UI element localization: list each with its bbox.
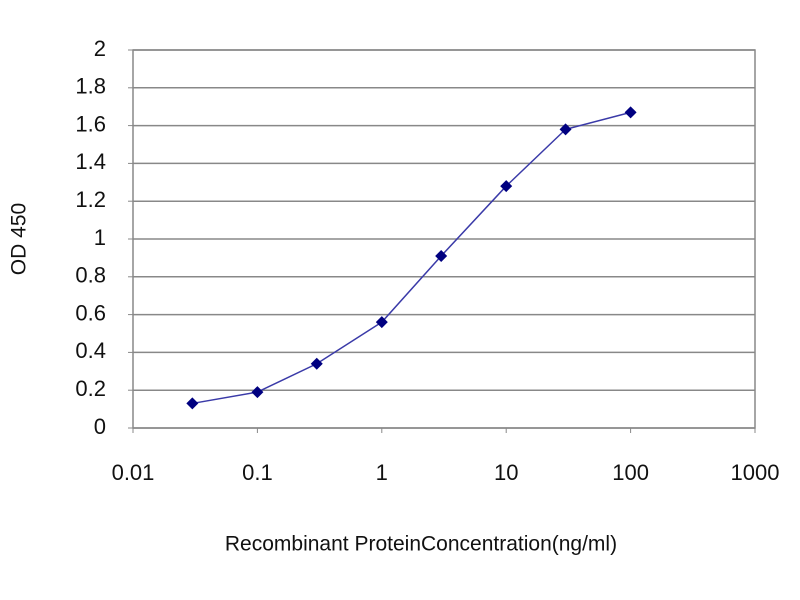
data-point [251, 386, 264, 399]
x-tick-label: 100 [612, 460, 649, 485]
y-tick-label: 1 [94, 225, 106, 250]
y-tick-label: 0.4 [75, 338, 106, 363]
data-point [375, 316, 388, 329]
data-point [559, 123, 572, 136]
data-point [186, 397, 199, 410]
y-tick-label: 0.6 [75, 300, 106, 325]
y-tick-label: 0.8 [75, 263, 106, 288]
y-tick-label: 0 [94, 414, 106, 439]
y-tick-label: 1.2 [75, 187, 106, 212]
y-axis-label: OD 450 [8, 203, 31, 275]
data-line [192, 111, 631, 405]
data-point [500, 180, 513, 193]
y-tick-label: 1.4 [75, 149, 106, 174]
y-tick-label: 1.8 [75, 74, 106, 99]
x-tick-label: 0.1 [242, 460, 273, 485]
data-point [310, 357, 323, 370]
y-tick-label: 2 [94, 36, 106, 61]
x-axis-label: Recombinant ProteinConcentration(ng/ml) [225, 533, 617, 556]
x-tick-label: 1000 [731, 460, 780, 485]
y-tick-label: 1.6 [75, 111, 106, 136]
x-tick-label: 0.01 [112, 460, 155, 485]
data-point [435, 250, 448, 263]
data-point [624, 106, 637, 119]
x-tick-label: 1 [376, 460, 388, 485]
x-tick-label: 10 [494, 460, 518, 485]
y-tick-label: 0.2 [75, 376, 106, 401]
